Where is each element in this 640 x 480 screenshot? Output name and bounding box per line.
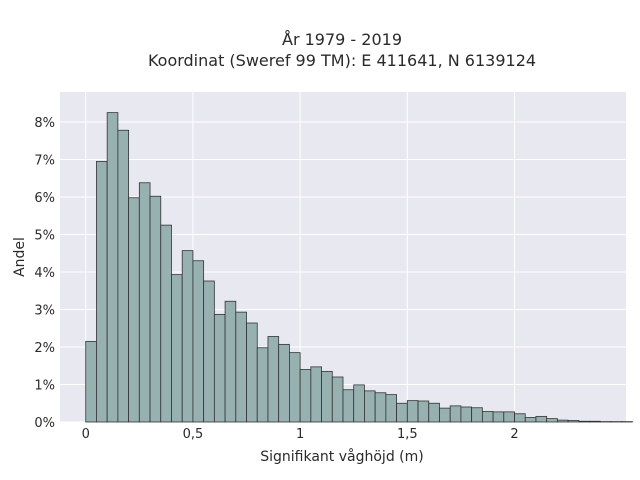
y-tick-label: 1% — [34, 379, 55, 394]
histogram-bar — [321, 370, 333, 423]
histogram-bar — [171, 274, 183, 423]
histogram-bar — [235, 311, 247, 423]
histogram-bar — [310, 366, 322, 423]
x-tick-label: 0 — [82, 427, 90, 442]
x-tick-label: 1,5 — [397, 427, 418, 442]
histogram-bar — [535, 415, 548, 423]
histogram-bar — [514, 413, 526, 423]
histogram-bar — [417, 400, 430, 423]
histogram-bar — [374, 392, 387, 423]
y-axis-ticks: 0% 1% 2% 3% 4% 5% 6% 7% 8% — [34, 116, 55, 431]
histogram-bar — [85, 340, 97, 423]
x-axis-ticks: 0 0,5 1 1,5 2 — [82, 427, 519, 442]
histogram-bar — [428, 402, 440, 423]
histogram-bar — [481, 411, 494, 423]
x-tick-label: 2 — [510, 427, 518, 442]
y-tick-label: 3% — [34, 304, 55, 319]
histogram-bar — [224, 300, 237, 423]
x-axis-label: Signifikant våghöjd (m) — [260, 448, 423, 465]
histogram-bar — [128, 197, 140, 423]
histogram-bar — [213, 313, 226, 423]
histogram-bar — [331, 376, 344, 423]
histogram-bar — [181, 250, 194, 423]
histogram-bar — [524, 417, 537, 423]
histogram-bar — [503, 411, 515, 423]
histogram-bar — [256, 347, 269, 423]
y-axis-label: Andel — [12, 237, 28, 277]
histogram-bar — [149, 195, 162, 423]
histogram-bar — [556, 419, 569, 423]
histogram-bar — [492, 411, 505, 423]
y-tick-label: 2% — [34, 341, 55, 356]
histogram-bar — [289, 352, 301, 423]
histogram-bar — [106, 112, 119, 423]
y-tick-label: 4% — [34, 266, 55, 281]
y-tick-label: 8% — [34, 116, 55, 131]
histogram-bar — [96, 160, 108, 423]
histogram-bars — [85, 112, 633, 423]
histogram-bar — [385, 394, 397, 423]
y-tick-label: 6% — [34, 191, 55, 206]
histogram-bar — [578, 420, 590, 423]
histogram-bar — [396, 402, 408, 423]
histogram-bar — [203, 280, 215, 423]
histogram-bar — [546, 418, 558, 423]
histogram-bar — [449, 405, 462, 423]
histogram-bar — [117, 129, 130, 423]
histogram-bar — [138, 182, 151, 423]
y-tick-label: 5% — [34, 229, 55, 244]
histogram-bar — [364, 390, 376, 423]
x-tick-label: 1 — [296, 427, 304, 442]
histogram-bar — [353, 384, 365, 423]
y-tick-label: 7% — [34, 154, 55, 169]
histogram-bar — [589, 420, 601, 423]
x-tick-label: 0,5 — [183, 427, 204, 442]
histogram-bar — [406, 400, 419, 423]
chart-title-line-1: År 1979 - 2019 — [282, 30, 402, 49]
histogram-bar — [278, 343, 290, 423]
histogram-bar — [567, 420, 580, 423]
histogram-bar — [246, 322, 258, 423]
histogram-bar — [160, 224, 172, 423]
histogram-bar — [439, 407, 451, 423]
histogram-bar — [471, 407, 483, 423]
histogram-bar — [460, 406, 473, 423]
histogram-bar — [299, 369, 312, 423]
chart-title-line-2: Koordinat (Sweref 99 TM): E 411641, N 61… — [148, 51, 536, 70]
y-tick-label: 0% — [34, 416, 55, 431]
histogram-bar — [267, 336, 280, 423]
histogram-bar — [192, 260, 205, 423]
histogram-bar — [342, 389, 355, 423]
